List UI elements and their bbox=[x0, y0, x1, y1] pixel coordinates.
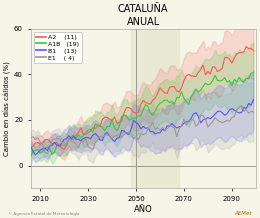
Legend: A2    (11), A1B   (19), B1    (13), E1    ( 4): A2 (11), A1B (19), B1 (13), E1 ( 4) bbox=[34, 32, 82, 63]
Text: © Agencia Estatal de Meteorología: © Agencia Estatal de Meteorología bbox=[8, 212, 79, 216]
Y-axis label: Cambio en días cálidos (%): Cambio en días cálidos (%) bbox=[4, 61, 11, 156]
Title: CATALUÑA
ANUAL: CATALUÑA ANUAL bbox=[118, 4, 168, 27]
Bar bbox=[131, 29, 179, 188]
X-axis label: AÑO: AÑO bbox=[134, 205, 153, 214]
Text: AEMet: AEMet bbox=[235, 211, 252, 216]
